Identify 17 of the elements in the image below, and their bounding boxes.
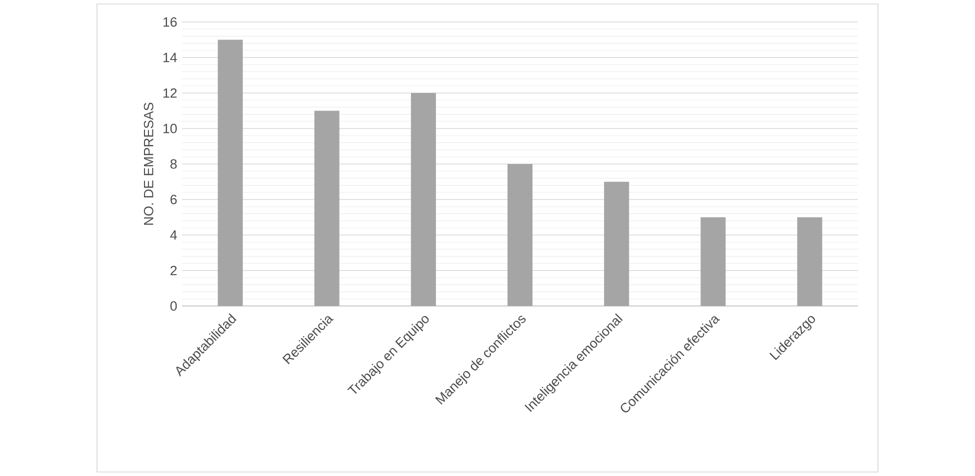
bar (218, 40, 243, 306)
bar (314, 110, 340, 306)
y-tick-label: 12 (163, 88, 177, 98)
bar (700, 217, 726, 306)
bar (797, 217, 822, 306)
bar (508, 164, 532, 306)
y-tick-label: 6 (170, 194, 177, 204)
y-tick-label: 16 (163, 17, 177, 27)
y-axis-title: NO. DE EMPRESAS (144, 102, 154, 225)
bar (604, 182, 630, 306)
y-tick-label: 0 (170, 301, 177, 311)
y-tick-label: 2 (170, 266, 177, 276)
y-tick-label: 14 (163, 52, 177, 62)
y-tick-label: 10 (163, 124, 177, 134)
y-tick-label: 4 (170, 230, 177, 240)
y-tick-label: 8 (170, 159, 177, 169)
bar (410, 93, 436, 306)
